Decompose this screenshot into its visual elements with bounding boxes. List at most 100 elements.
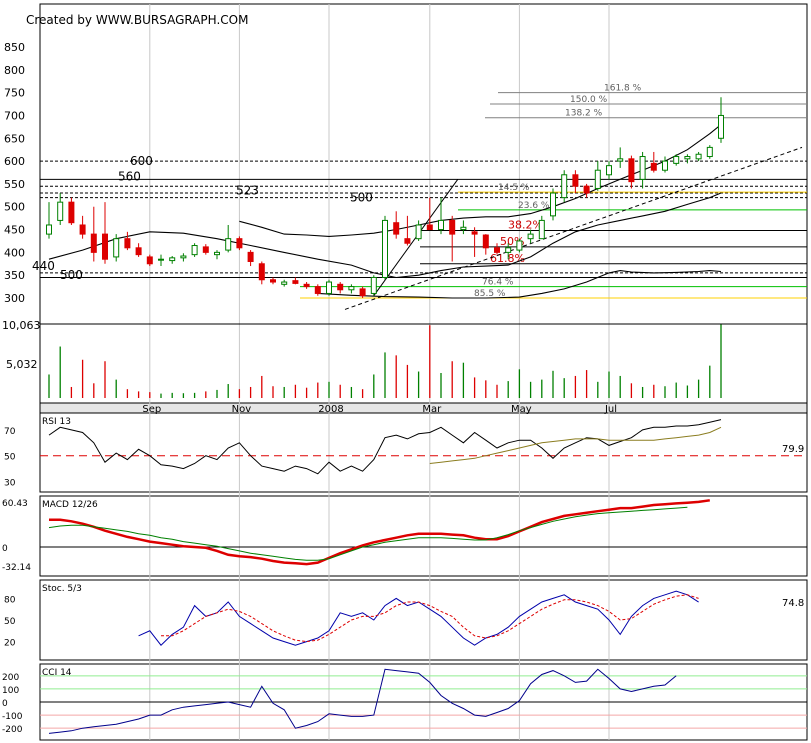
price-tick-label: 650 xyxy=(4,132,25,145)
cci-series-line xyxy=(48,668,677,734)
candle-body xyxy=(191,245,198,256)
candle-body xyxy=(314,286,321,294)
stoch-series-line xyxy=(138,590,699,646)
trend-lines xyxy=(344,146,803,310)
candle-body xyxy=(583,185,590,194)
candle-body xyxy=(415,224,422,240)
date-tick-label: Nov xyxy=(232,404,252,415)
cci-tick-label: 100 xyxy=(2,686,19,696)
rsi-series-line xyxy=(429,426,722,464)
candle-body xyxy=(79,224,86,235)
fib-level-label: 161.8 % xyxy=(604,84,642,94)
candle-body xyxy=(236,238,243,249)
date-axis-strip xyxy=(39,402,808,414)
candle-body xyxy=(494,247,500,253)
date-tick-label: Sep xyxy=(142,404,161,415)
candle-body xyxy=(258,263,265,281)
candle-body xyxy=(90,233,97,253)
price-axis: 300 350 400 450 500 550 600 650 700 750 800 850 Sep N… xyxy=(4,41,617,415)
date-tick-label: Jul xyxy=(604,404,617,415)
candle-body xyxy=(650,162,657,171)
candle-body xyxy=(270,279,276,283)
fib-level-label: 14.5 % xyxy=(498,183,530,193)
candle-body xyxy=(214,251,220,256)
macd-title: MACD 12/26 xyxy=(42,500,98,510)
candle-body xyxy=(449,219,456,235)
candle-body xyxy=(538,219,545,240)
candle-body xyxy=(516,240,523,251)
date-tick-label: May xyxy=(511,404,532,415)
price-tick-label: 350 xyxy=(4,269,25,282)
candle-body xyxy=(393,222,400,235)
price-tick-label: 500 xyxy=(4,201,25,214)
rsi-panel: RSI 13 30 50 70 79.9 xyxy=(4,417,807,489)
candle-body xyxy=(225,238,232,251)
candle-body xyxy=(292,280,299,284)
candle-body xyxy=(247,251,254,262)
candle-body xyxy=(202,246,209,253)
candle-body xyxy=(57,201,64,221)
candle-body xyxy=(158,258,164,261)
support-level-label: 500 xyxy=(60,268,83,282)
stoch-tick-label: 50 xyxy=(4,617,16,627)
candle-body xyxy=(303,283,310,288)
macd-tick-label: 60.43 xyxy=(2,499,28,509)
rsi-tick-label: 30 xyxy=(4,479,16,489)
support-levels: 600 560 523 500 440 500 xyxy=(32,154,807,282)
candle-body xyxy=(359,288,366,297)
price-tick-label: 700 xyxy=(4,109,25,122)
candle-body xyxy=(180,255,187,259)
price-tick-label: 400 xyxy=(4,246,25,259)
cci-tick-label: -200 xyxy=(2,725,23,735)
stoch-frame xyxy=(39,579,808,661)
trend-channel-line xyxy=(344,146,803,310)
candle-body xyxy=(326,281,332,294)
candle-body xyxy=(382,219,388,278)
price-tick-label: 450 xyxy=(4,224,25,237)
candle-body xyxy=(124,238,131,249)
ma-mid-line xyxy=(48,192,722,279)
price-grid xyxy=(149,4,610,740)
candle-body xyxy=(426,224,433,231)
candle-body xyxy=(337,283,344,291)
price-tick-label: 750 xyxy=(4,87,25,100)
price-tick-label: 550 xyxy=(4,178,25,191)
cci-panel: CCI 14 200 100 0 -100 -200 xyxy=(2,668,807,735)
fib-level-label: 76.4 % xyxy=(482,278,514,288)
ma-upper-line xyxy=(239,124,722,237)
ma-lower-line xyxy=(317,270,722,299)
cci-tick-label: 0 xyxy=(2,699,8,709)
cci-tick-label: -100 xyxy=(2,712,23,722)
candle-body xyxy=(505,247,512,253)
candle-body xyxy=(281,281,288,285)
macd-tick-label: -32.14 xyxy=(2,563,31,573)
stoch-series-line xyxy=(161,594,699,643)
candle-body xyxy=(471,231,478,235)
candle-body xyxy=(102,233,108,260)
fib-level-label: 85.5 % xyxy=(474,289,506,299)
rsi-tick-label: 70 xyxy=(4,427,16,437)
date-tick-label: 2008 xyxy=(318,404,343,415)
rsi-title: RSI 13 xyxy=(42,417,71,427)
rsi-series-line xyxy=(48,419,722,475)
fib-level-label: 38.2% xyxy=(508,218,543,231)
candle-body xyxy=(370,276,377,294)
price-tick-label: 800 xyxy=(4,64,25,77)
rsi-tick-label: 50 xyxy=(4,453,16,463)
candle-body xyxy=(718,114,724,139)
support-level-label: 523 xyxy=(236,183,259,197)
macd-series-line xyxy=(49,499,710,566)
candle-body xyxy=(146,256,153,265)
candle-body xyxy=(684,156,691,160)
stoch-title: Stoc. 5/3 xyxy=(42,584,82,594)
stoch-tick-label: 20 xyxy=(4,639,16,649)
candle-body xyxy=(628,158,635,183)
candle-body xyxy=(606,165,612,176)
support-level-label: 500 xyxy=(350,191,373,205)
fib-level-label: 23.6 % xyxy=(518,201,550,211)
candle-body xyxy=(482,234,489,249)
date-tick-label: Mar xyxy=(422,404,442,415)
candle-body xyxy=(438,219,444,231)
candle-body xyxy=(695,153,702,160)
